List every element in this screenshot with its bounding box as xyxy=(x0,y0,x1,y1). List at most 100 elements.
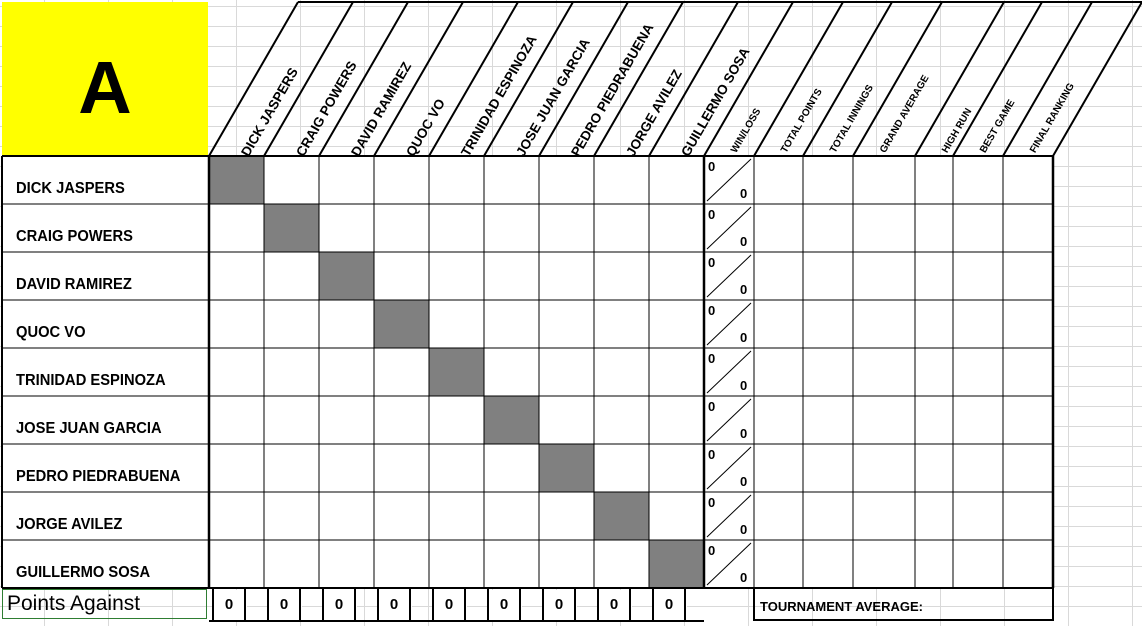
stat-cell[interactable] xyxy=(916,253,952,299)
stat-cell[interactable] xyxy=(755,349,802,395)
match-score-cell[interactable] xyxy=(650,445,703,491)
match-score-cell[interactable] xyxy=(320,493,373,539)
match-score-cell[interactable] xyxy=(485,301,538,347)
points-against-cell[interactable] xyxy=(323,590,357,620)
match-score-cell[interactable] xyxy=(595,205,648,251)
points-against-cell[interactable] xyxy=(213,590,247,620)
stat-cell[interactable] xyxy=(916,397,952,443)
match-score-cell[interactable] xyxy=(485,493,538,539)
match-score-cell[interactable] xyxy=(210,445,263,491)
points-against-cell[interactable] xyxy=(268,590,302,620)
match-score-cell[interactable] xyxy=(265,541,318,587)
match-score-cell[interactable] xyxy=(210,397,263,443)
match-score-cell[interactable] xyxy=(320,205,373,251)
match-score-cell[interactable] xyxy=(265,301,318,347)
stat-cell[interactable] xyxy=(916,205,952,251)
stat-cell[interactable] xyxy=(916,349,952,395)
stat-cell[interactable] xyxy=(755,301,802,347)
match-score-cell[interactable] xyxy=(210,301,263,347)
stat-cell[interactable] xyxy=(804,253,852,299)
match-score-cell[interactable] xyxy=(375,349,428,395)
stat-cell[interactable] xyxy=(804,493,852,539)
match-score-cell[interactable] xyxy=(540,397,593,443)
match-score-cell[interactable] xyxy=(210,349,263,395)
match-score-cell[interactable] xyxy=(595,541,648,587)
match-score-cell[interactable] xyxy=(540,493,593,539)
stat-cell[interactable] xyxy=(916,445,952,491)
stat-cell[interactable] xyxy=(755,253,802,299)
match-score-cell[interactable] xyxy=(430,541,483,587)
stat-cell[interactable] xyxy=(854,253,914,299)
match-score-cell[interactable] xyxy=(320,445,373,491)
stat-cell[interactable] xyxy=(755,445,802,491)
match-score-cell[interactable] xyxy=(540,157,593,203)
stat-cell[interactable] xyxy=(804,541,852,587)
match-score-cell[interactable] xyxy=(265,397,318,443)
match-score-cell[interactable] xyxy=(265,493,318,539)
match-score-cell[interactable] xyxy=(375,157,428,203)
stat-cell[interactable] xyxy=(916,301,952,347)
match-score-cell[interactable] xyxy=(320,157,373,203)
match-score-cell[interactable] xyxy=(430,253,483,299)
stat-cell[interactable] xyxy=(954,253,1002,299)
match-score-cell[interactable] xyxy=(210,253,263,299)
match-score-cell[interactable] xyxy=(320,301,373,347)
match-score-cell[interactable] xyxy=(540,253,593,299)
match-score-cell[interactable] xyxy=(540,541,593,587)
stat-cell[interactable] xyxy=(804,445,852,491)
match-score-cell[interactable] xyxy=(650,301,703,347)
stat-cell[interactable] xyxy=(916,493,952,539)
points-against-cell[interactable] xyxy=(598,590,632,620)
stat-cell[interactable] xyxy=(804,205,852,251)
stat-cell[interactable] xyxy=(1004,397,1052,443)
stat-cell[interactable] xyxy=(854,157,914,203)
match-score-cell[interactable] xyxy=(650,397,703,443)
stat-cell[interactable] xyxy=(916,541,952,587)
match-score-cell[interactable] xyxy=(595,253,648,299)
match-score-cell[interactable] xyxy=(485,349,538,395)
match-score-cell[interactable] xyxy=(210,205,263,251)
match-score-cell[interactable] xyxy=(650,349,703,395)
stat-cell[interactable] xyxy=(755,205,802,251)
stat-cell[interactable] xyxy=(1004,541,1052,587)
match-score-cell[interactable] xyxy=(650,253,703,299)
stat-cell[interactable] xyxy=(854,541,914,587)
stat-cell[interactable] xyxy=(916,157,952,203)
stat-cell[interactable] xyxy=(954,301,1002,347)
points-against-cell[interactable] xyxy=(488,590,522,620)
match-score-cell[interactable] xyxy=(320,397,373,443)
match-score-cell[interactable] xyxy=(430,301,483,347)
match-score-cell[interactable] xyxy=(540,301,593,347)
points-against-cell[interactable] xyxy=(378,590,412,620)
stat-cell[interactable] xyxy=(954,157,1002,203)
stat-cell[interactable] xyxy=(804,349,852,395)
match-score-cell[interactable] xyxy=(595,445,648,491)
match-score-cell[interactable] xyxy=(375,205,428,251)
stat-cell[interactable] xyxy=(954,397,1002,443)
stat-cell[interactable] xyxy=(1004,301,1052,347)
match-score-cell[interactable] xyxy=(375,445,428,491)
match-score-cell[interactable] xyxy=(650,493,703,539)
stat-cell[interactable] xyxy=(804,301,852,347)
tournament-average-box[interactable] xyxy=(753,587,1054,621)
stat-cell[interactable] xyxy=(854,397,914,443)
stat-cell[interactable] xyxy=(1004,445,1052,491)
match-score-cell[interactable] xyxy=(210,493,263,539)
match-score-cell[interactable] xyxy=(485,205,538,251)
match-score-cell[interactable] xyxy=(375,493,428,539)
stat-cell[interactable] xyxy=(755,541,802,587)
match-score-cell[interactable] xyxy=(375,253,428,299)
points-against-cell[interactable] xyxy=(653,590,687,620)
stat-cell[interactable] xyxy=(854,445,914,491)
points-against-cell[interactable] xyxy=(543,590,577,620)
match-score-cell[interactable] xyxy=(265,253,318,299)
match-score-cell[interactable] xyxy=(320,541,373,587)
stat-cell[interactable] xyxy=(755,397,802,443)
stat-cell[interactable] xyxy=(1004,493,1052,539)
stat-cell[interactable] xyxy=(954,349,1002,395)
stat-cell[interactable] xyxy=(1004,349,1052,395)
match-score-cell[interactable] xyxy=(430,205,483,251)
match-score-cell[interactable] xyxy=(595,349,648,395)
match-score-cell[interactable] xyxy=(650,205,703,251)
stat-cell[interactable] xyxy=(854,205,914,251)
